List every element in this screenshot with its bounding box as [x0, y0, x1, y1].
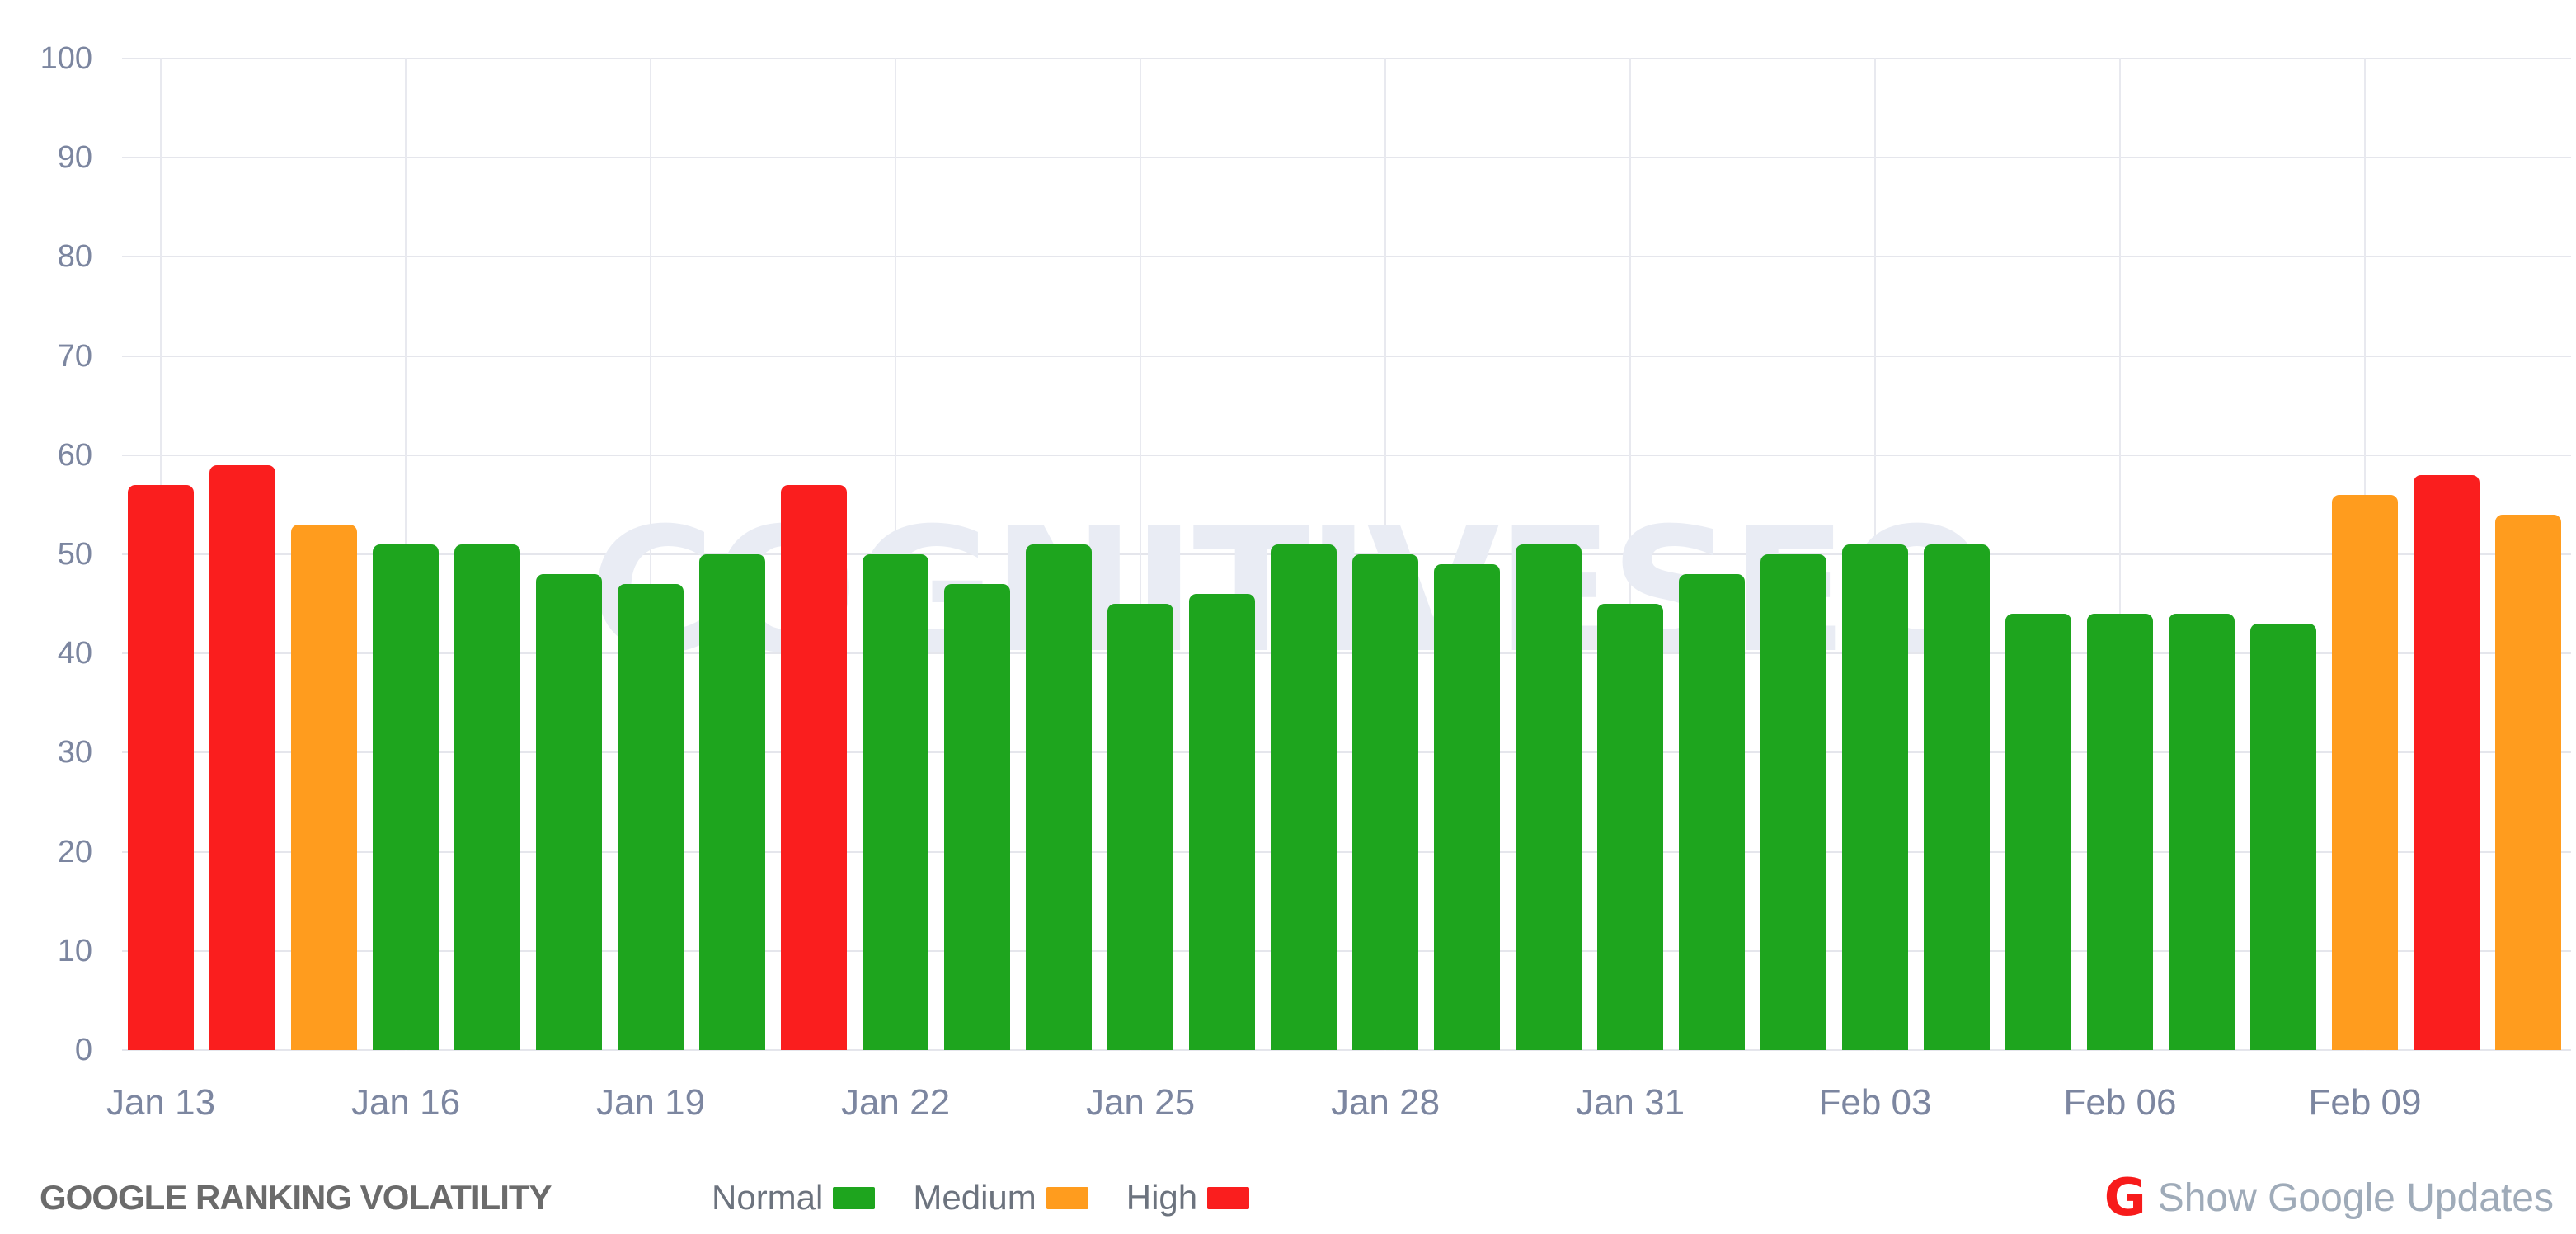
bar-jan-26[interactable]: [1189, 594, 1255, 1050]
bar-jan-25[interactable]: [1107, 604, 1173, 1050]
gridline-v-jan-25: [1140, 58, 1141, 1051]
bar-jan-14[interactable]: [209, 464, 275, 1050]
bar-feb-06[interactable]: [2087, 614, 2153, 1050]
y-tick-label-100: 100: [40, 41, 92, 76]
bar-feb-10[interactable]: [2414, 474, 2480, 1050]
legend-label-normal: Normal: [712, 1178, 824, 1217]
y-tick-label-0: 0: [74, 1033, 92, 1067]
y-tick-label-10: 10: [57, 933, 92, 968]
legend-item-normal: Normal: [712, 1178, 876, 1218]
legend-swatch-medium: [1046, 1186, 1088, 1209]
x-tick-label-jan-31: Jan 31: [1575, 1082, 1685, 1123]
x-tick-label-jan-19: Jan 19: [595, 1082, 706, 1123]
bar-jan-20[interactable]: [699, 554, 765, 1050]
gridline-h-90: [122, 157, 2571, 159]
bar-jan-22[interactable]: [863, 554, 928, 1050]
legend-item-medium: Medium: [913, 1178, 1088, 1218]
y-tick-label-30: 30: [57, 735, 92, 770]
x-tick-label-feb-03: Feb 03: [1818, 1082, 1932, 1123]
show-google-updates-label: Show Google Updates: [2157, 1175, 2554, 1220]
bar-jan-21[interactable]: [781, 484, 847, 1050]
x-tick-label-jan-13: Jan 13: [106, 1082, 216, 1123]
bar-jan-23[interactable]: [944, 584, 1010, 1050]
y-tick-label-70: 70: [57, 338, 92, 374]
bar-feb-11[interactable]: [2495, 514, 2561, 1050]
x-tick-label-jan-25: Jan 25: [1085, 1082, 1196, 1123]
chart-title: GOOGLE RANKING VOLATILITY: [40, 1178, 552, 1217]
bar-jan-29[interactable]: [1434, 564, 1500, 1050]
gridline-h-80: [122, 256, 2571, 258]
bar-jan-16[interactable]: [373, 544, 439, 1050]
y-tick-label-80: 80: [57, 239, 92, 275]
bar-feb-08[interactable]: [2250, 624, 2316, 1050]
y-tick-label-60: 60: [57, 437, 92, 473]
legend-swatch-high: [1207, 1186, 1250, 1209]
gridline-h-50: [122, 553, 2571, 555]
bar-jan-18[interactable]: [536, 574, 602, 1050]
bar-feb-09[interactable]: [2332, 494, 2398, 1050]
legend-label-medium: Medium: [913, 1178, 1037, 1217]
gridline-h-40: [122, 652, 2571, 655]
bar-feb-03[interactable]: [1842, 544, 1908, 1050]
bar-feb-04[interactable]: [1924, 544, 1990, 1050]
bar-feb-07[interactable]: [2169, 614, 2235, 1050]
y-tick-label-20: 20: [57, 834, 92, 869]
x-tick-label-jan-22: Jan 22: [840, 1082, 951, 1123]
gridline-h-100: [122, 58, 2571, 59]
bar-jan-27[interactable]: [1271, 544, 1337, 1050]
legend-label-high: High: [1126, 1178, 1198, 1217]
bar-jan-31[interactable]: [1597, 604, 1663, 1050]
bar-jan-28[interactable]: [1352, 554, 1418, 1050]
gridline-h-70: [122, 355, 2571, 357]
legend-item-high: High: [1126, 1178, 1250, 1218]
bar-jan-13[interactable]: [128, 484, 194, 1050]
bar-jan-24[interactable]: [1026, 544, 1092, 1050]
y-tick-label-50: 50: [57, 537, 92, 572]
show-google-updates-button[interactable]: G Show Google Updates: [2104, 1172, 2554, 1223]
x-tick-label-jan-16: Jan 16: [350, 1082, 461, 1123]
gridline-h-60: [122, 454, 2571, 456]
gridline-h-0: [122, 1049, 2571, 1051]
bar-feb-02[interactable]: [1760, 554, 1826, 1050]
google-g-icon: G: [2104, 1167, 2146, 1227]
bar-jan-17[interactable]: [454, 544, 520, 1050]
gridline-v-jan-19: [650, 58, 651, 1051]
chart-footer: GOOGLE RANKING VOLATILITY Normal Medium Hi…: [0, 1161, 2576, 1234]
legend-swatch-normal: [833, 1186, 876, 1209]
bar-jan-15[interactable]: [291, 524, 357, 1050]
x-tick-label-feb-09: Feb 09: [2308, 1082, 2422, 1123]
x-tick-label-feb-06: Feb 06: [2063, 1082, 2177, 1123]
bar-feb-01[interactable]: [1679, 574, 1745, 1050]
gridline-h-30: [122, 751, 2571, 754]
bar-jan-19[interactable]: [618, 584, 684, 1050]
y-tick-label-40: 40: [57, 636, 92, 671]
legend: Normal Medium High: [712, 1178, 1250, 1218]
y-tick-label-90: 90: [57, 140, 92, 176]
gridline-h-10: [122, 949, 2571, 952]
gridline-v-jan-31: [1629, 58, 1631, 1051]
bar-jan-30[interactable]: [1516, 544, 1582, 1050]
x-tick-label-jan-28: Jan 28: [1330, 1082, 1441, 1123]
gridline-v-feb-06: [2119, 58, 2121, 1051]
bar-feb-05[interactable]: [2005, 614, 2071, 1050]
gridline-h-20: [122, 850, 2571, 853]
